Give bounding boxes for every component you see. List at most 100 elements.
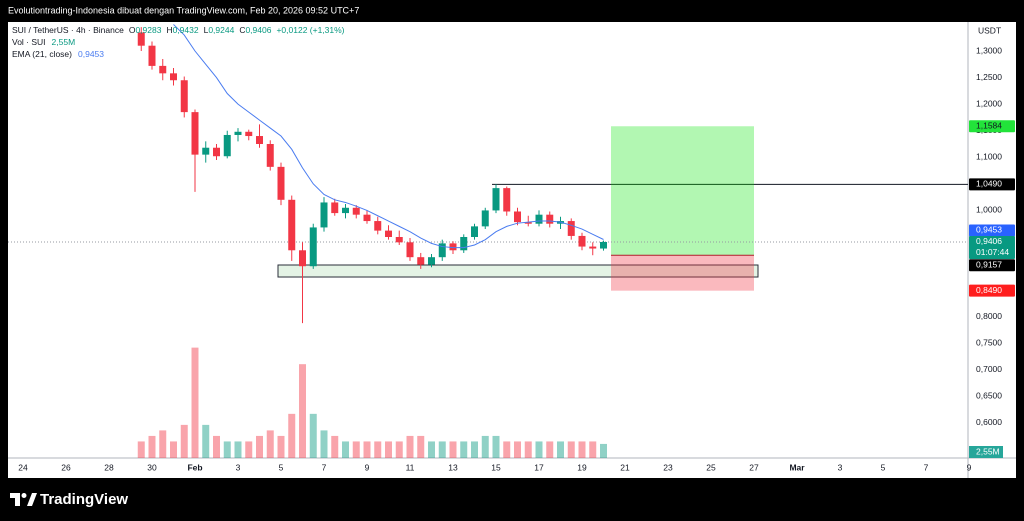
candle-body [148,45,156,66]
x-tick-label: 24 [18,462,28,472]
candle-body [159,65,167,74]
candle-body [471,226,478,237]
x-tick-label: 3 [838,462,843,472]
volume-bar [137,441,145,458]
volume-bar [245,441,253,458]
x-tick-label: 7 [322,462,327,472]
candle-body [524,222,532,224]
candle-body [395,236,403,243]
price-label-box [969,235,1015,259]
volume-bar [492,435,500,458]
legend-item: EMA (21, close) [12,49,72,59]
x-tick-label: 13 [448,462,458,472]
volume-bar [546,441,554,458]
logo-mark [27,493,37,506]
candle-body [299,250,306,267]
volume-bar [352,441,360,458]
volume-bar [266,430,274,458]
ema-line [173,24,604,249]
y-tick-label: 1,1000 [976,152,1002,162]
volume-bar [417,435,425,458]
x-tick-label: 5 [881,462,886,472]
candle-body [352,207,360,215]
volume-bar [288,413,296,458]
candle-body [137,32,145,46]
candle-body [514,211,521,223]
candle-body [234,131,242,135]
price-label-box [969,224,1015,237]
plot [8,24,968,458]
x-tick-label: 7 [924,462,929,472]
legend-item: SUI / TetherUS · 4h · Binance [12,25,124,35]
legend-item: 0,9244 [208,25,234,35]
legend-item: H [166,25,172,35]
candle-body [492,188,500,211]
chart-panel [8,22,1016,478]
volume-bar [191,347,199,458]
volume-bar [320,430,328,458]
volume-bar [514,441,521,458]
target-area [611,126,754,256]
x-tick-label: 23 [663,462,673,472]
candle-body [438,243,446,258]
volume-bar [535,441,543,458]
candle-body [589,246,597,249]
legend-line: SUI / TetherUS · 4h · Binance O0,9283 H0,9… [12,25,345,35]
price-label: 0,9453 [976,225,1002,235]
volume-bar [449,441,457,458]
x-tick-label: 11 [406,462,415,472]
logo-mark [21,493,27,498]
candle-body [535,214,543,224]
volume-label: 2,55M [976,446,1000,456]
candle-body [363,214,371,222]
price-label: 1,0490 [976,179,1002,189]
x-tick-label: Mar [789,462,805,472]
price-label: 0,9157 [976,259,1002,269]
y-tick-label: 1,2000 [976,98,1002,108]
candle-body [417,257,425,265]
x-tick-label: 28 [104,462,114,472]
legend-line: Vol · SUI 2,55M [12,37,75,47]
volume-bar [471,441,478,458]
volume-bar [428,441,435,458]
axis-unit: USDT [978,25,1001,35]
candle-body [331,202,339,214]
y-tick-label: 0,6500 [976,391,1002,401]
candle-body [191,112,199,155]
candle-body [600,241,607,249]
candle-body [460,236,468,251]
volume-bar [481,435,489,458]
brand-logo: TradingView [10,491,128,508]
y-tick-label: 1,2500 [976,72,1002,82]
x-tick-label: 15 [491,462,501,472]
volume-bar [578,441,586,458]
x-tick-label: 9 [967,462,972,472]
volume-bar [331,435,339,458]
volume-bar [148,435,156,458]
x-tick-label: 5 [279,462,284,472]
volume-label-box [969,446,1003,458]
candle-body [256,136,263,145]
legend-item: Vol · SUI [12,37,46,47]
y-tick-label: 0,7000 [976,364,1002,374]
candle-body [277,166,285,200]
candle-body [406,242,414,258]
x-tick-label: 3 [236,462,241,472]
candle-body [320,202,328,228]
volume-bar [438,441,446,458]
x-tick-label: 26 [61,462,71,472]
candle-body [309,227,317,267]
candle-body [342,207,349,214]
volume-bar [170,441,177,458]
price-label-box [969,120,1015,133]
y-tick-label: 1,0000 [976,205,1002,215]
candle-body [245,131,253,137]
logo-mark [10,493,20,506]
candle-body [170,73,177,81]
volume-bar [363,441,371,458]
y-tick-label: 0,7500 [976,338,1002,348]
volume-bar [213,435,220,458]
volume-bar [159,430,167,458]
